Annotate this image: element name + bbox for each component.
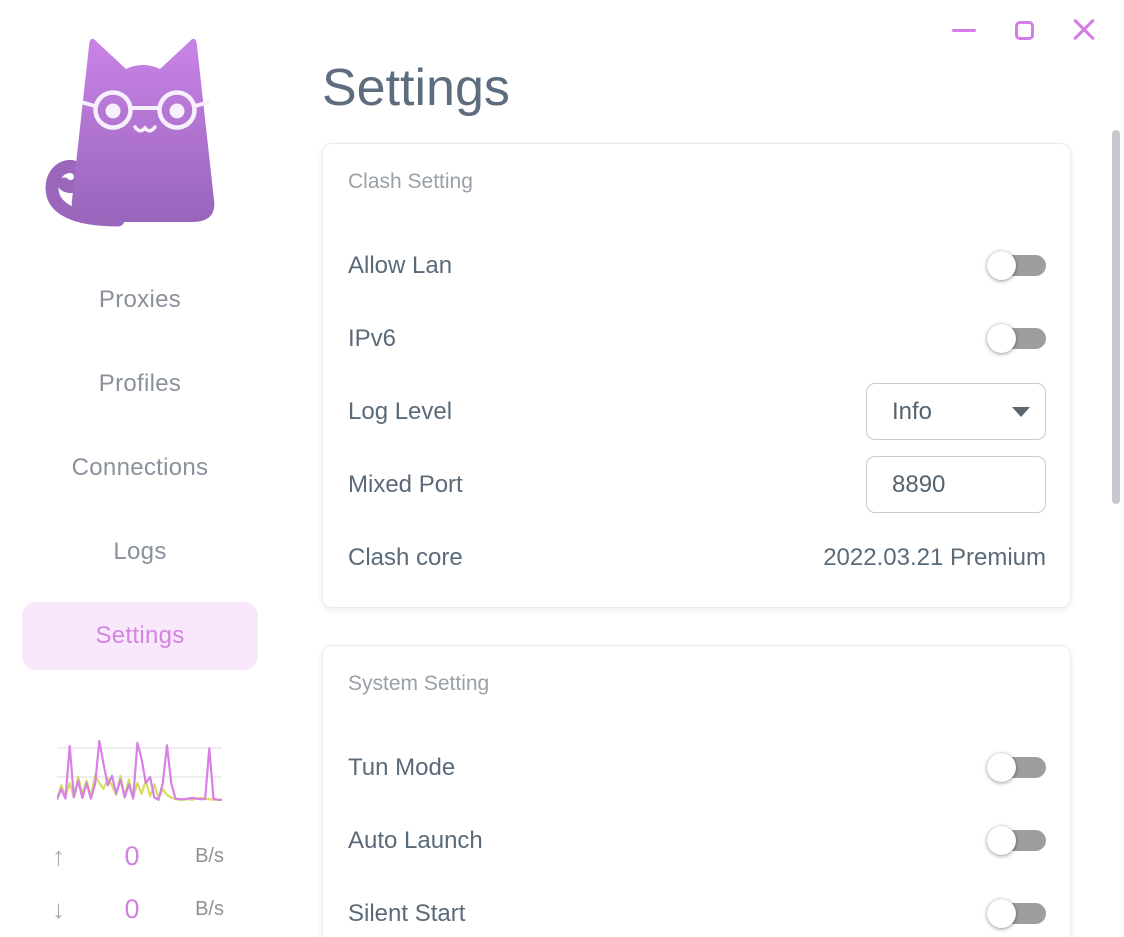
sidebar-item-settings[interactable]: Settings <box>22 602 258 670</box>
log-level-select[interactable]: Info <box>866 383 1046 440</box>
silent-start-toggle[interactable] <box>987 899 1046 928</box>
toggle-knob <box>987 753 1016 782</box>
setting-label: Log Level <box>348 397 453 425</box>
setting-label: Silent Start <box>348 899 466 927</box>
cat-logo <box>45 38 215 227</box>
chevron-down-icon <box>1012 406 1030 417</box>
maximize-icon <box>1014 20 1034 40</box>
ipv6-toggle[interactable] <box>987 324 1046 353</box>
setting-label: IPv6 <box>348 324 397 352</box>
setting-row-mixed-port: Mixed Port <box>348 448 1046 521</box>
setting-row-clash-core: Clash core 2022.03.21 Premium <box>348 521 1046 594</box>
allow-lan-toggle[interactable] <box>987 251 1046 280</box>
upload-value: 0 <box>124 840 140 871</box>
sidebar-item-proxies[interactable]: Proxies <box>98 286 182 313</box>
vertical-scrollbar[interactable] <box>1112 130 1120 504</box>
card-header: System Setting <box>348 672 490 695</box>
cat-mouth <box>133 125 157 133</box>
close-icon <box>1072 18 1096 42</box>
maximize-button[interactable] <box>994 8 1054 52</box>
setting-label: Clash core <box>348 543 463 571</box>
setting-label: Mixed Port <box>348 470 463 498</box>
setting-label: Tun Mode <box>348 753 456 781</box>
sparkline-series <box>57 739 222 801</box>
toggle-knob <box>987 324 1016 353</box>
minimize-button[interactable] <box>934 8 994 52</box>
clash-setting-card: Clash Setting Allow Lan IPv6 Log Level I… <box>322 143 1071 608</box>
upload-stat: ↑ 0 B/s <box>52 841 224 871</box>
system-setting-card: System Setting Tun Mode Auto Launch Sile… <box>322 645 1071 937</box>
sidebar: Proxies Profiles Connections Logs Settin… <box>0 0 280 937</box>
download-unit: B/s <box>195 897 224 920</box>
setting-row-tun-mode: Tun Mode <box>348 731 1046 804</box>
upload-unit: B/s <box>195 844 224 867</box>
toggle-knob <box>987 899 1016 928</box>
cat-eye-right <box>169 103 185 119</box>
minimize-icon <box>952 28 976 32</box>
sidebar-item-profiles[interactable]: Profiles <box>98 370 182 397</box>
setting-row-log-level: Log Level Info <box>348 375 1046 448</box>
setting-label: Auto Launch <box>348 826 483 854</box>
sidebar-item-logs[interactable]: Logs <box>113 538 167 565</box>
cat-glasses <box>80 90 210 130</box>
log-level-value: Info <box>892 397 933 425</box>
tun-mode-toggle[interactable] <box>987 753 1046 782</box>
toggle-knob <box>987 251 1016 280</box>
toggle-knob <box>987 826 1016 855</box>
arrow-down-icon: ↓ <box>52 894 65 924</box>
setting-row-auto-launch: Auto Launch <box>348 804 1046 877</box>
sidebar-item-connections[interactable]: Connections <box>71 454 209 481</box>
setting-row-silent-start: Silent Start <box>348 877 1046 937</box>
window-controls <box>934 8 1114 52</box>
download-stat: ↓ 0 B/s <box>52 894 224 924</box>
auto-launch-toggle[interactable] <box>987 826 1046 855</box>
setting-row-ipv6: IPv6 <box>348 302 1046 375</box>
close-button[interactable] <box>1054 8 1114 52</box>
download-value: 0 <box>124 893 140 924</box>
setting-label: Allow Lan <box>348 251 453 279</box>
clash-core-version: 2022.03.21 Premium <box>823 543 1046 571</box>
arrow-up-icon: ↑ <box>52 841 65 871</box>
setting-row-allow-lan: Allow Lan <box>348 229 1046 302</box>
cat-eye-left <box>105 103 121 119</box>
mixed-port-input[interactable] <box>866 456 1046 513</box>
page-title: Settings <box>322 59 510 117</box>
sidebar-nav: Proxies Profiles Connections Logs Settin… <box>22 266 258 686</box>
card-header: Clash Setting <box>348 170 473 193</box>
traffic-sparkline <box>57 739 222 801</box>
